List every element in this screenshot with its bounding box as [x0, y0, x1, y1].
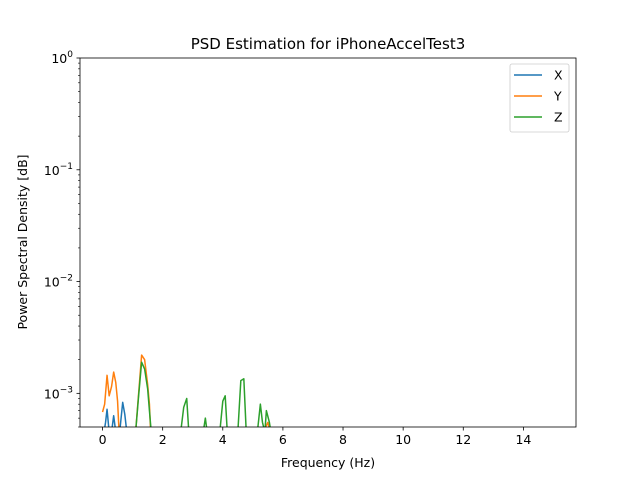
y-tick-label: 10−2	[44, 274, 73, 290]
y-axis-ticks: 10−3 10−2 10−1 100	[44, 50, 80, 428]
x-tick-label: 6	[279, 432, 287, 447]
legend-label-x: X	[554, 68, 563, 83]
y-tick-label: 100	[51, 50, 73, 66]
y-tick-label: 10−1	[44, 162, 73, 178]
x-tick-label: 12	[455, 432, 471, 447]
legend-label-z: Z	[554, 110, 563, 125]
legend-label-y: Y	[553, 89, 562, 104]
x-tick-label: 4	[219, 432, 227, 447]
series-line-x	[104, 401, 127, 427]
x-tick-label: 8	[339, 432, 347, 447]
y-axis-label: Power Spectral Density [dB]	[15, 154, 30, 329]
x-tick-label: 14	[515, 432, 531, 447]
series-layer	[101, 354, 271, 427]
series-line-z	[135, 361, 271, 427]
x-axis-label: Frequency (Hz)	[281, 455, 375, 470]
legend-box	[509, 63, 570, 133]
chart-title: PSD Estimation for iPhoneAccelTest3	[191, 35, 466, 53]
legend: XYZ	[509, 63, 570, 133]
series-line-y	[101, 354, 270, 427]
y-tick-label: 10−3	[44, 385, 73, 401]
x-axis-ticks: 0 2 4 6 8 10 12 14	[99, 427, 531, 447]
x-tick-label: 0	[99, 432, 107, 447]
x-tick-label: 10	[395, 432, 411, 447]
x-tick-label: 2	[159, 432, 167, 447]
plot-frame	[79, 57, 577, 428]
